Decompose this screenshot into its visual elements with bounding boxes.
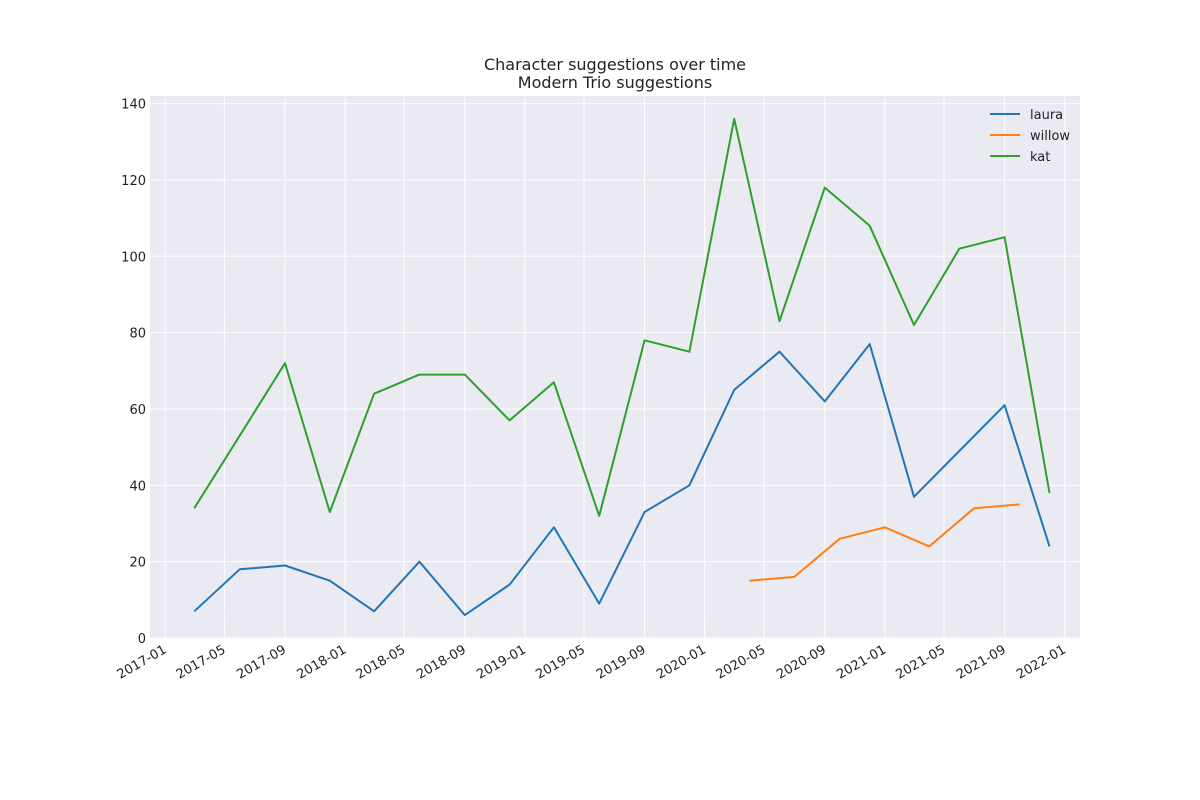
x-tick-label: 2019-01 [474,642,529,682]
y-tick-label: 80 [129,327,146,342]
y-tick-label: 0 [138,632,146,647]
x-tick-label: 2017-09 [234,642,289,682]
x-tick-label: 2019-05 [533,642,588,682]
x-tick-label: 2020-09 [774,642,829,682]
y-tick-label: 20 [129,556,146,571]
y-tick-label: 120 [121,174,146,189]
series-layer [193,117,1051,617]
plot-area [150,96,1080,638]
legend-label-willow: willow [1030,129,1070,144]
x-tick-label: 2021-09 [954,642,1009,682]
x-tick-label: 2020-05 [714,642,769,682]
x-tick-label: 2018-05 [354,642,409,682]
x-tick-label: 2017-01 [115,642,170,682]
x-tick-label: 2018-01 [295,642,350,682]
y-tick-label: 140 [121,98,146,113]
chart-title: Character suggestions over time [484,55,746,74]
series-line-kat [193,117,1051,517]
x-tick-label: 2019-09 [594,642,649,682]
x-tick-label: 2021-01 [834,642,889,682]
series-line-laura [193,343,1051,617]
y-tick-label: 100 [121,250,146,265]
legend-label-kat: kat [1030,150,1050,165]
series-line-willow [749,503,1020,582]
y-tick-label: 60 [129,403,146,418]
x-tick-label: 2017-05 [174,642,229,682]
y-tick-label: 40 [129,479,146,494]
legend-label-laura: laura [1030,108,1063,123]
chart-subtitle: Modern Trio suggestions [518,73,712,92]
x-tick-label: 2021-05 [893,642,948,682]
x-tick-label: 2020-01 [654,642,709,682]
legend: laura willow kat [990,108,1070,165]
x-tick-label: 2018-09 [414,642,469,682]
grid-layer [150,96,1080,639]
x-tick-label: 2022-01 [1014,642,1069,682]
